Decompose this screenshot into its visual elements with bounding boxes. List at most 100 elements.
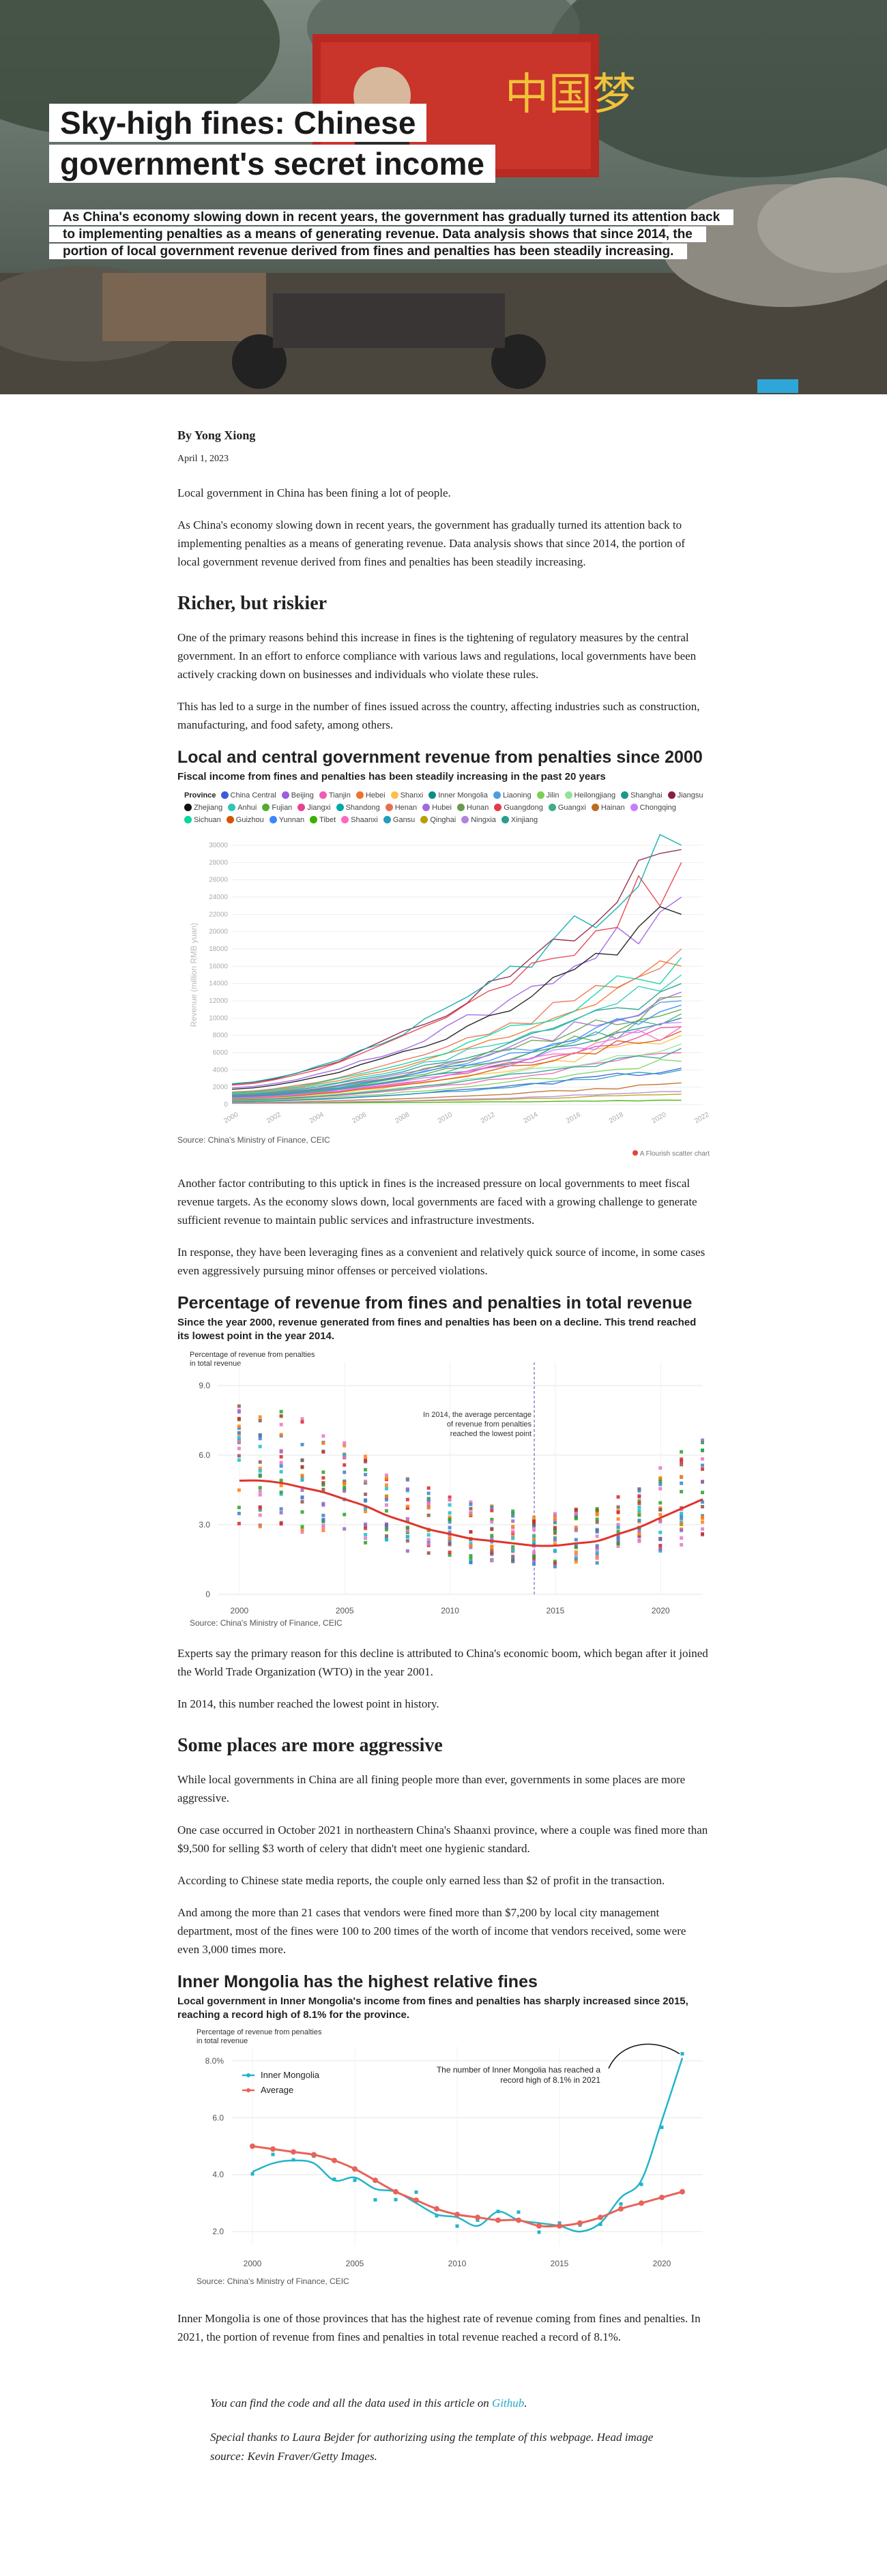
- legend-swatch: [422, 804, 431, 811]
- legend-item[interactable]: Beijing: [281, 789, 314, 802]
- legend-label: Xinjiang: [510, 816, 538, 824]
- series-line: [231, 1082, 682, 1104]
- legend-item[interactable]: Hubei: [422, 802, 452, 814]
- legend-item[interactable]: Jiangxi: [297, 802, 331, 814]
- legend-swatch: [428, 791, 437, 799]
- scatter-point: [511, 1560, 515, 1564]
- annotation-arrow: [608, 2043, 680, 2069]
- scatter-point: [469, 1530, 473, 1534]
- scatter-point: [321, 1528, 325, 1532]
- legend-item[interactable]: Guangxi: [548, 802, 586, 814]
- x-tick-label: 2000: [222, 1111, 239, 1125]
- data-point: [680, 2189, 685, 2195]
- github-link[interactable]: Github: [492, 2397, 525, 2410]
- scatter-point: [343, 1441, 347, 1445]
- scatter-point: [701, 1467, 704, 1471]
- y-tick-label: 2000: [213, 1084, 229, 1092]
- legend-item[interactable]: Guizhou: [226, 814, 264, 826]
- legend-item[interactable]: Qinghai: [420, 814, 456, 826]
- scatter-point: [701, 1520, 704, 1524]
- scatter-point: [405, 1487, 409, 1491]
- scatter-point: [343, 1485, 347, 1489]
- legend-item[interactable]: Ningxia: [461, 814, 496, 826]
- scatter-point: [405, 1525, 409, 1530]
- legend-item[interactable]: Yunnan: [269, 814, 304, 826]
- scatter-point: [616, 1536, 620, 1540]
- series-line: [231, 957, 682, 1094]
- scatter-point: [237, 1416, 241, 1420]
- data-point: [455, 2224, 459, 2228]
- legend-item[interactable]: Henan: [385, 802, 417, 814]
- scatter-point: [343, 1455, 347, 1459]
- legend-swatch: [269, 816, 277, 823]
- y-tick-label: 18000: [209, 946, 228, 953]
- scatter-point: [384, 1487, 388, 1491]
- legend-item[interactable]: Tibet: [310, 814, 336, 826]
- legend-item[interactable]: Chongqing: [630, 802, 676, 814]
- scatter-point: [364, 1460, 368, 1464]
- scatter-point: [511, 1512, 515, 1516]
- legend-item[interactable]: Jiangsu: [667, 789, 703, 802]
- legend-item[interactable]: Gansu: [383, 814, 415, 826]
- scatter-point: [701, 1491, 704, 1495]
- legend-item[interactable]: Sichuan: [184, 814, 221, 826]
- section-heading: Some places are more aggressive: [177, 1735, 443, 1756]
- body-paragraph: In response, they have been leveraging f…: [177, 1246, 706, 1277]
- legend-item[interactable]: Anhui: [228, 802, 257, 814]
- scatter-point: [469, 1560, 473, 1564]
- legend-item[interactable]: Inner Mongolia: [428, 789, 488, 802]
- scatter-point: [595, 1534, 599, 1538]
- legend-item[interactable]: Guangdong: [494, 802, 543, 814]
- legend-item[interactable]: China Central: [220, 789, 276, 802]
- scatter-point: [680, 1517, 684, 1521]
- section-heading: Richer, but riskier: [177, 593, 328, 614]
- scatter-point: [511, 1525, 515, 1529]
- legend-item[interactable]: Zhejiang: [184, 802, 222, 814]
- scatter-point: [426, 1538, 431, 1542]
- scatter-point: [364, 1458, 368, 1462]
- scatter-point: [279, 1478, 283, 1482]
- legend-label: Shanghai: [630, 791, 663, 800]
- hero-photo: 中国梦: [0, 0, 887, 394]
- data-point: [598, 2222, 602, 2226]
- scatter-point: [321, 1519, 325, 1523]
- legend-item[interactable]: Heilongjiang: [564, 789, 615, 802]
- series-line: [231, 960, 682, 1094]
- scatter-point: [343, 1463, 347, 1467]
- y-tick-label: 3.0: [199, 1520, 210, 1530]
- legend-item[interactable]: Liaoning: [493, 789, 532, 802]
- y-axis-label: in total revenue: [190, 1360, 241, 1368]
- legend-item[interactable]: Shanghai: [621, 789, 663, 802]
- legend-item[interactable]: Hainan: [591, 802, 625, 814]
- scatter-point: [658, 1548, 663, 1552]
- scatter-point: [595, 1520, 599, 1524]
- scatter-point: [680, 1475, 684, 1479]
- data-point: [618, 2206, 624, 2212]
- legend-label: Hebei: [365, 791, 386, 800]
- scatter-point: [490, 1520, 494, 1524]
- scatter-point: [237, 1458, 241, 1462]
- legend-item[interactable]: Hunan: [456, 802, 489, 814]
- legend-item[interactable]: Shaanxi: [341, 814, 378, 826]
- scatter-point: [701, 1500, 704, 1504]
- legend-item[interactable]: Shandong: [336, 802, 380, 814]
- scatter-point: [469, 1541, 473, 1545]
- scatter-point: [658, 1501, 663, 1505]
- scatter-point: [701, 1448, 704, 1452]
- y-tick-label: 12000: [209, 997, 228, 1005]
- legend-item[interactable]: Fujian: [262, 802, 292, 814]
- scatter-point: [237, 1439, 241, 1444]
- legend-item[interactable]: Jilin: [536, 789, 559, 802]
- scatter-point: [300, 1510, 304, 1514]
- y-tick-label: 24000: [209, 894, 228, 901]
- scatter-point: [426, 1533, 431, 1537]
- scatter-point: [532, 1520, 536, 1524]
- legend-item[interactable]: Tianjin: [319, 789, 351, 802]
- legend-item[interactable]: Hebei: [355, 789, 386, 802]
- legend-item[interactable]: Shanxi: [390, 789, 423, 802]
- legend-item[interactable]: Xinjiang: [501, 814, 538, 826]
- scatter-point: [279, 1522, 283, 1526]
- flourish-credit[interactable]: A Flourish scatter chart: [177, 1150, 710, 1158]
- y-tick-label: 22000: [209, 911, 228, 918]
- scatter-point: [426, 1513, 431, 1517]
